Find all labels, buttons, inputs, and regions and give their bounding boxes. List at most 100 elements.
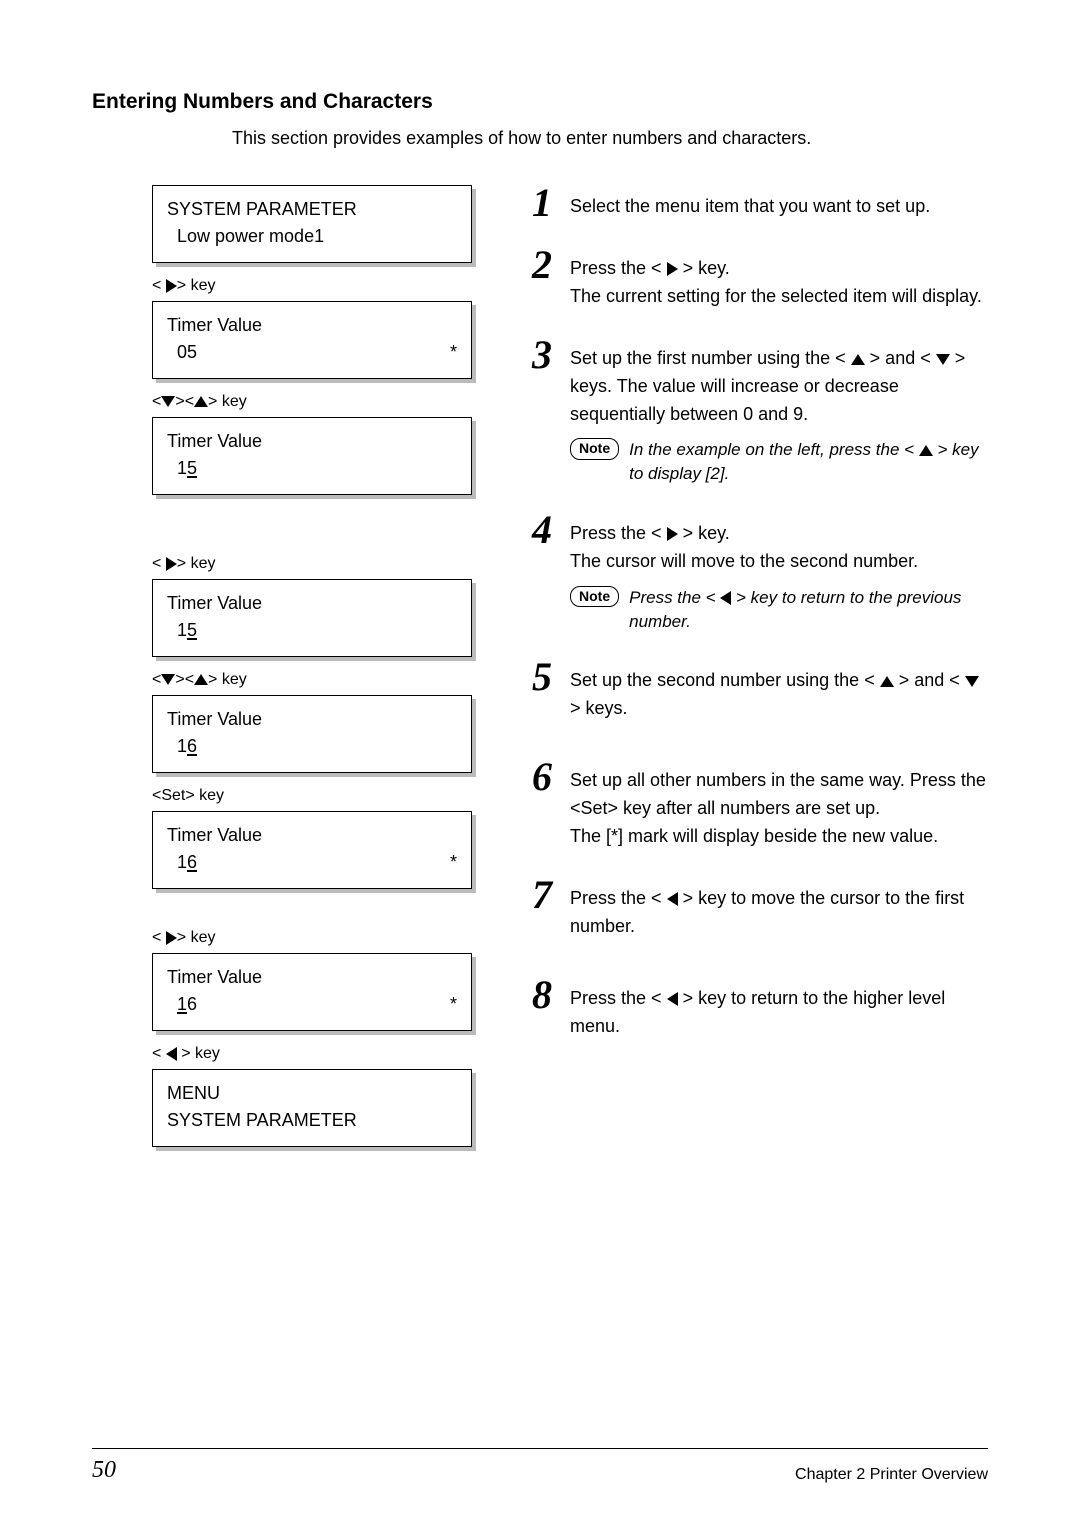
step-1: 1 Select the menu item that you want to … [524,185,988,221]
key-label-text: > key [208,393,247,410]
step-8: 8 Press the < > key to return to the hig… [524,977,988,1041]
lcd-value-pre: 1 [177,458,187,478]
lcd-panel-3: Timer Value 15 [152,417,472,495]
lcd-mark: * [450,849,457,876]
note: Note Press the < > key to return to the … [570,586,988,634]
step-text: Select the menu item that you want to se… [570,185,988,221]
up-arrow-icon [919,445,933,456]
step-text: Press the < > key to move the cursor to … [570,877,988,941]
key-label-set: <Set> key [152,787,482,805]
lcd-line: SYSTEM PARAMETER [167,196,457,223]
step-number: 7 [524,877,560,913]
down-arrow-icon [936,354,950,365]
lcd-panel-2: Timer Value 05 * [152,301,472,379]
lcd-line: Low power mode1 [167,223,457,250]
step-number: 4 [524,512,560,548]
note-text: Press the < > key to return to the previ… [629,586,988,634]
lcd-line: Timer Value [167,964,457,991]
key-label-text: > key [177,277,216,294]
step-text: Press the < > key to return to the highe… [570,977,988,1041]
up-arrow-icon [880,676,894,687]
left-arrow-icon [667,992,678,1006]
note-text: In the example on the left, press the < … [629,438,988,486]
step-3: 3 Set up the first number using the < > … [524,337,988,486]
lcd-cursor: 6 [187,852,197,872]
step-text: Press the < > key. The current setting f… [570,247,988,311]
lcd-panel-1: SYSTEM PARAMETER Low power mode1 [152,185,472,263]
page-footer: 50 Chapter 2 Printer Overview [92,1448,988,1484]
step-number: 1 [524,185,560,221]
step-text: Set up all other numbers in the same way… [570,759,988,851]
lcd-cursor: 1 [177,994,187,1014]
step-text: Set up the first number using the < > an… [570,337,988,486]
key-label-updown-2: <><> key [152,671,482,689]
lcd-line: MENU [167,1080,457,1107]
lcd-panel-6: Timer Value 16 * [152,811,472,889]
step-number: 3 [524,337,560,373]
left-column: SYSTEM PARAMETER Low power mode1 < > key… [92,185,482,1157]
key-label-text: > key [177,1045,220,1062]
left-arrow-icon [667,892,678,906]
right-column: 1 Select the menu item that you want to … [514,185,988,1157]
lcd-panel-8: MENU SYSTEM PARAMETER [152,1069,472,1147]
step-4: 4 Press the < > key. The cursor will mov… [524,512,988,633]
left-arrow-icon [166,1047,177,1061]
lcd-panel-7: Timer Value 16 * [152,953,472,1031]
key-label-right: < > key [152,277,482,295]
lcd-line: Timer Value [167,428,457,455]
key-label-right-2: < > key [152,555,482,573]
right-arrow-icon [166,931,177,945]
step-text: Press the < > key. The cursor will move … [570,512,988,633]
step-text: Set up the second number using the < > a… [570,659,988,723]
note-badge: Note [570,438,619,460]
step-number: 6 [524,759,560,795]
lcd-cursor: 5 [187,458,197,478]
key-label-updown: <><> key [152,393,482,411]
down-arrow-icon [161,396,175,407]
lcd-cursor: 6 [187,736,197,756]
step-number: 5 [524,659,560,695]
key-label-text: > key [208,671,247,688]
left-arrow-icon [720,591,731,605]
down-arrow-icon [965,676,979,687]
lcd-line: Timer Value [167,312,457,339]
lcd-panel-5: Timer Value 16 [152,695,472,773]
chapter-label: Chapter 2 Printer Overview [795,1466,988,1484]
lcd-value-pre: 1 [177,736,187,756]
right-arrow-icon [667,527,678,541]
lcd-mark: * [450,991,457,1018]
up-arrow-icon [194,396,208,407]
step-6: 6 Set up all other numbers in the same w… [524,759,988,851]
page-number: 50 [92,1457,116,1484]
lcd-line: Timer Value [167,590,457,617]
lcd-mark: * [450,339,457,366]
step-5: 5 Set up the second number using the < >… [524,659,988,723]
key-label-text: > key [177,929,216,946]
up-arrow-icon [194,674,208,685]
right-arrow-icon [667,262,678,276]
lcd-line: Timer Value [167,706,457,733]
lcd-cursor: 5 [187,620,197,640]
step-number: 8 [524,977,560,1013]
lcd-value: 05 [177,339,197,366]
lcd-line: Timer Value [167,822,457,849]
right-arrow-icon [166,557,177,571]
key-label-left: < > key [152,1045,482,1063]
up-arrow-icon [851,354,865,365]
right-arrow-icon [166,279,177,293]
key-label-right-3: < > key [152,929,482,947]
down-arrow-icon [161,674,175,685]
lcd-value-pre: 1 [177,620,187,640]
lcd-value-rest: 6 [187,994,197,1014]
two-column-layout: SYSTEM PARAMETER Low power mode1 < > key… [92,185,988,1157]
step-2: 2 Press the < > key. The current setting… [524,247,988,311]
note-badge: Note [570,586,619,608]
step-7: 7 Press the < > key to move the cursor t… [524,877,988,941]
lcd-value-pre: 1 [177,852,187,872]
lcd-panel-4: Timer Value 15 [152,579,472,657]
section-heading: Entering Numbers and Characters [92,90,988,114]
step-number: 2 [524,247,560,283]
note: Note In the example on the left, press t… [570,438,988,486]
intro-text: This section provides examples of how to… [232,128,988,149]
key-label-text: > key [177,555,216,572]
